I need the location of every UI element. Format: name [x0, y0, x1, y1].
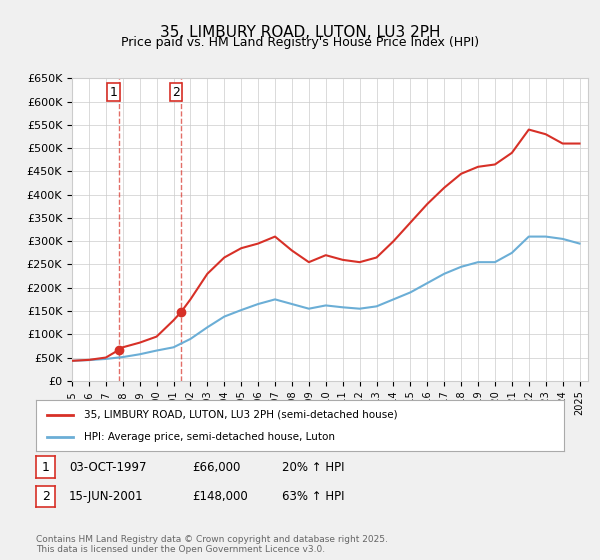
Text: 2: 2: [172, 86, 180, 99]
Text: 35, LIMBURY ROAD, LUTON, LU3 2PH: 35, LIMBURY ROAD, LUTON, LU3 2PH: [160, 25, 440, 40]
Text: Price paid vs. HM Land Registry's House Price Index (HPI): Price paid vs. HM Land Registry's House …: [121, 36, 479, 49]
Text: 1: 1: [110, 86, 118, 99]
Text: 35, LIMBURY ROAD, LUTON, LU3 2PH (semi-detached house): 35, LIMBURY ROAD, LUTON, LU3 2PH (semi-d…: [83, 409, 397, 419]
Text: 2: 2: [41, 489, 50, 503]
Text: 03-OCT-1997: 03-OCT-1997: [69, 460, 146, 474]
Text: HPI: Average price, semi-detached house, Luton: HPI: Average price, semi-detached house,…: [83, 432, 335, 442]
Text: 1: 1: [41, 460, 50, 474]
Text: 63% ↑ HPI: 63% ↑ HPI: [282, 489, 344, 503]
Text: 15-JUN-2001: 15-JUN-2001: [69, 489, 143, 503]
Text: £66,000: £66,000: [192, 460, 241, 474]
Text: Contains HM Land Registry data © Crown copyright and database right 2025.
This d: Contains HM Land Registry data © Crown c…: [36, 535, 388, 554]
Text: 20% ↑ HPI: 20% ↑ HPI: [282, 460, 344, 474]
Text: £148,000: £148,000: [192, 489, 248, 503]
